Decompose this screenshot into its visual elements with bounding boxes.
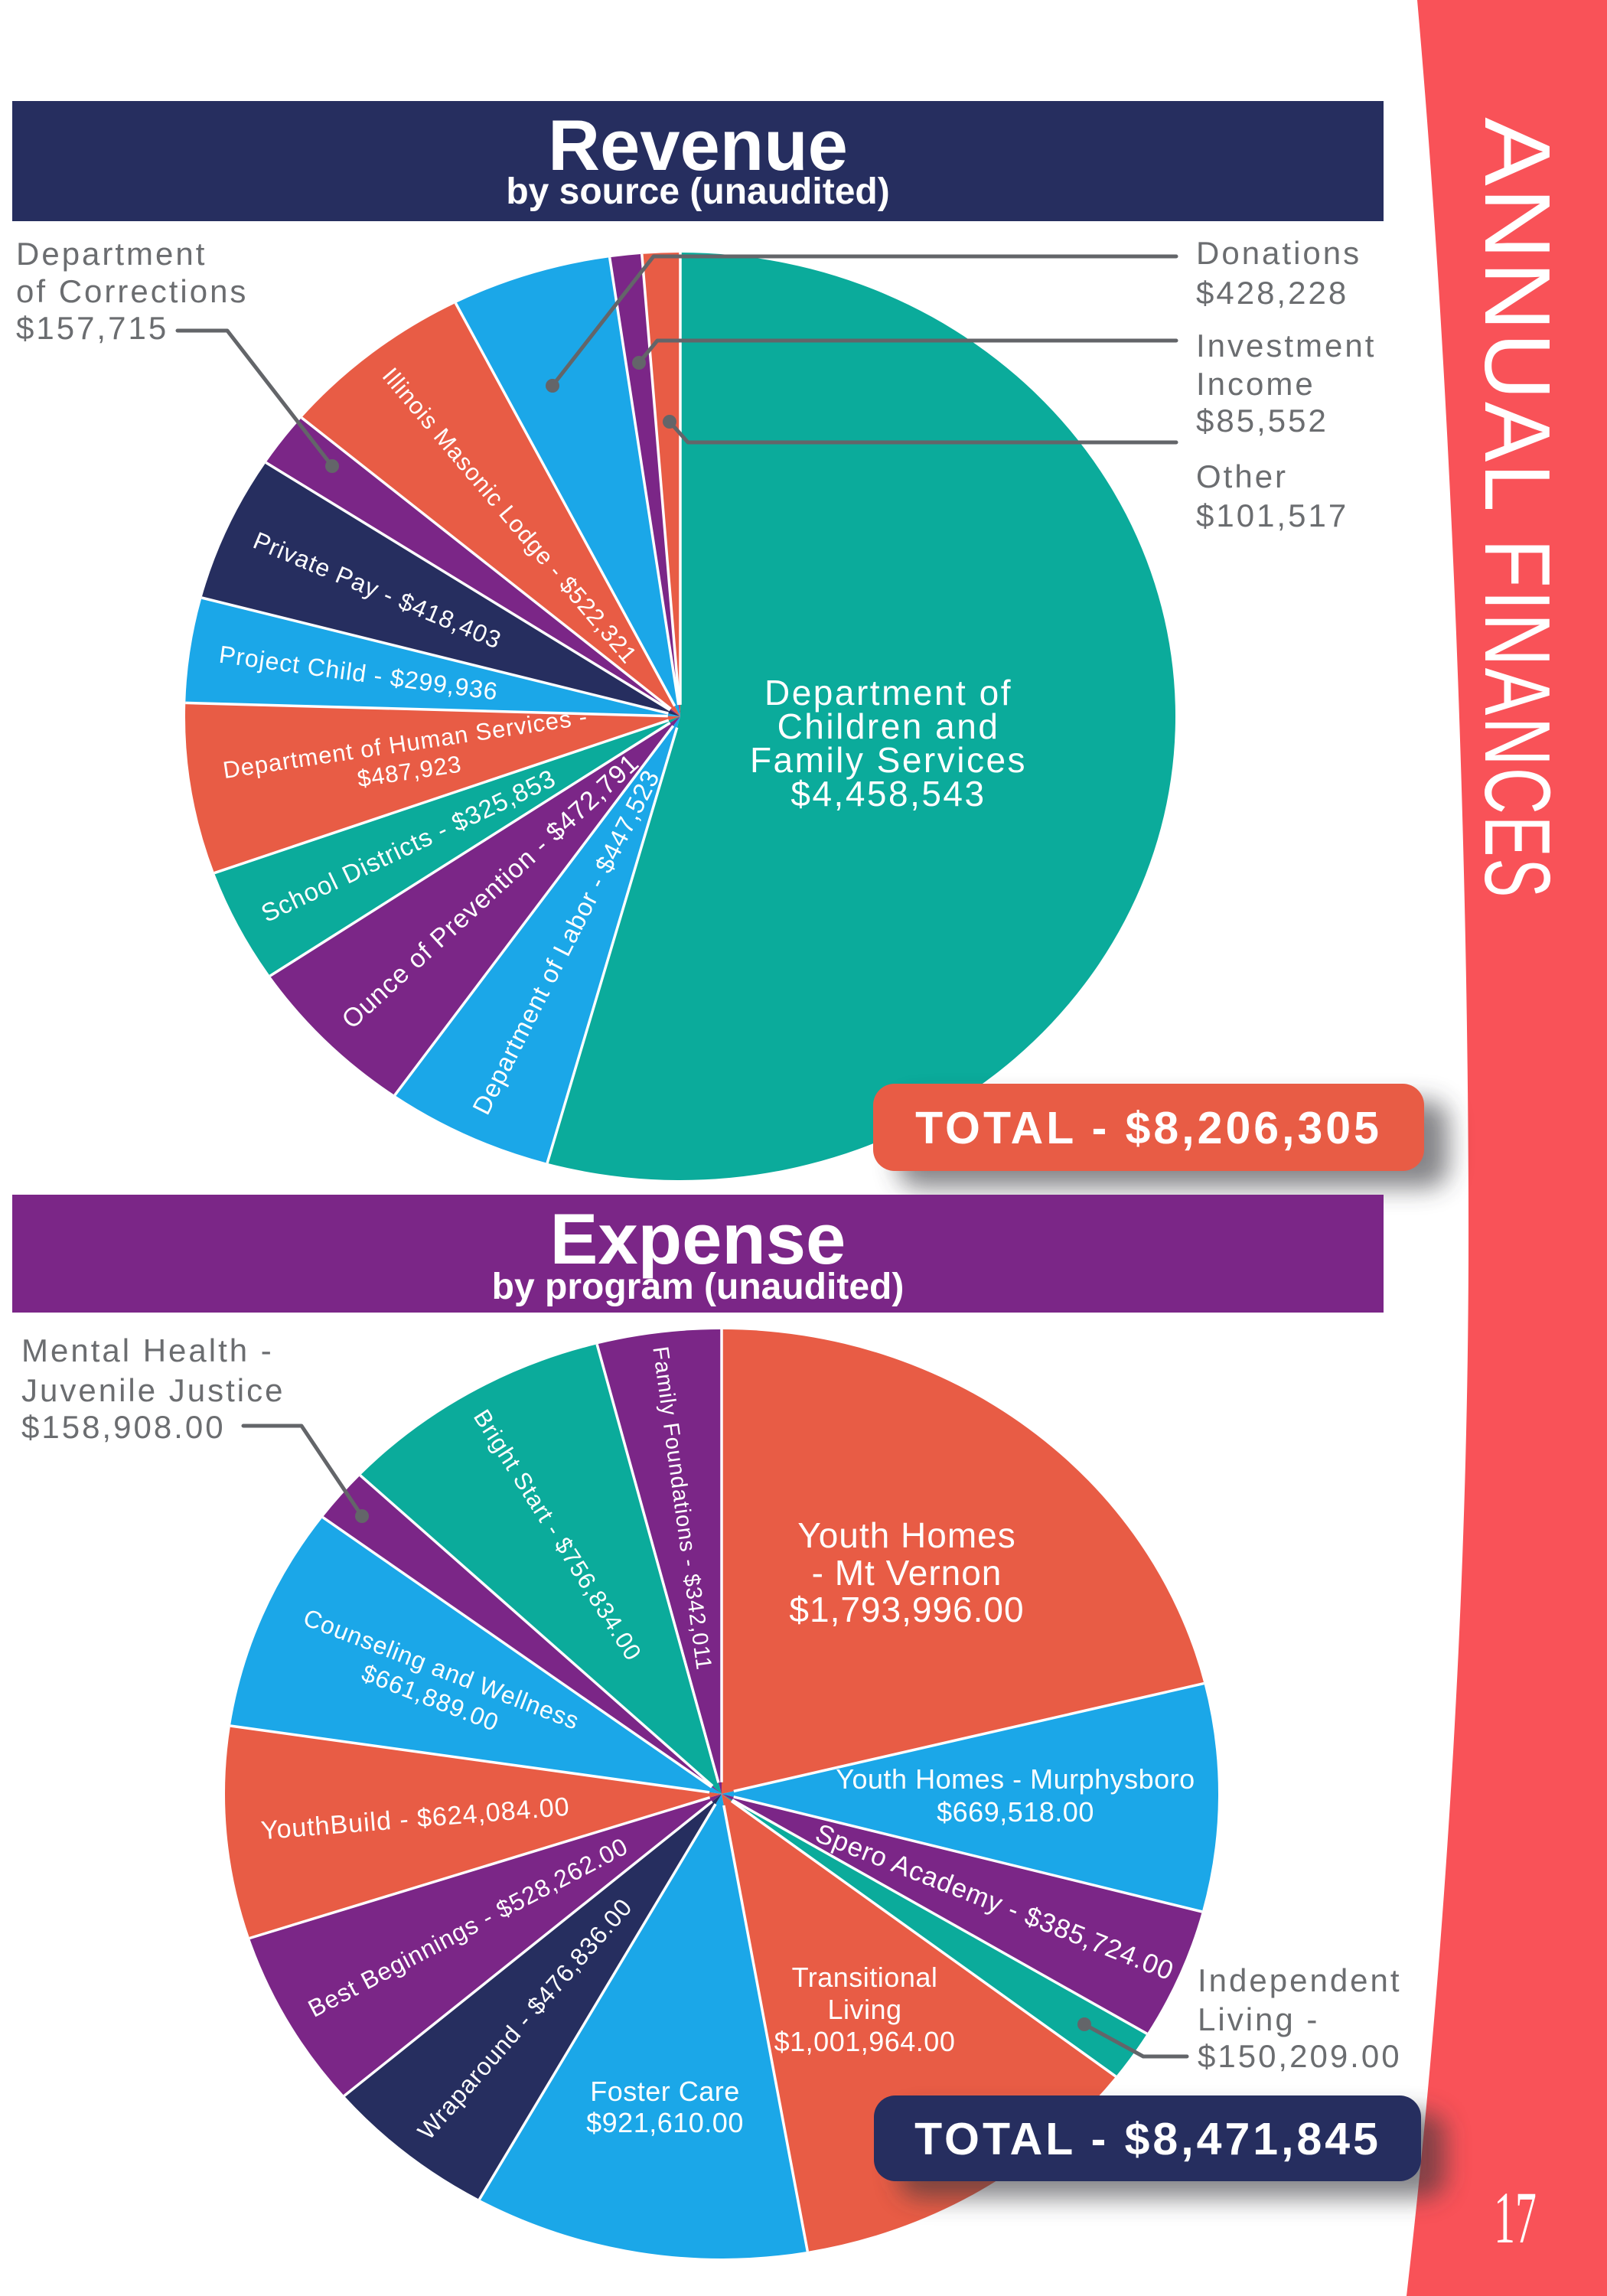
svg-text:$669,518.00: $669,518.00 <box>937 1796 1094 1828</box>
svg-text:by source (unaudited): by source (unaudited) <box>506 171 889 212</box>
svg-text:N: N <box>1465 188 1570 259</box>
svg-text:I: I <box>1465 589 1570 611</box>
svg-text:Juvenile Justice: Juvenile Justice <box>21 1372 285 1408</box>
svg-text:$157,715: $157,715 <box>16 310 168 346</box>
svg-text:by program (unaudited): by program (unaudited) <box>492 1267 905 1307</box>
svg-text:A: A <box>1465 668 1570 716</box>
svg-text:$921,610.00: $921,610.00 <box>586 2107 744 2138</box>
svg-text:N: N <box>1465 613 1569 667</box>
svg-text:F: F <box>1465 539 1569 588</box>
svg-text:$4,458,543: $4,458,543 <box>790 774 986 814</box>
svg-text:Transitional: Transitional <box>792 1962 938 1993</box>
svg-text:- Mt Vernon: - Mt Vernon <box>812 1553 1002 1593</box>
svg-text:Living -: Living - <box>1198 2001 1319 2037</box>
svg-text:N: N <box>1465 717 1570 766</box>
svg-text:Department: Department <box>16 236 207 272</box>
svg-text:Investment: Investment <box>1196 328 1376 364</box>
svg-text:U: U <box>1465 333 1570 400</box>
svg-text:C: C <box>1465 768 1569 814</box>
svg-text:N: N <box>1465 261 1569 331</box>
svg-text:$158,908.00: $158,908.00 <box>21 1409 226 1445</box>
svg-text:$428,228: $428,228 <box>1196 275 1348 311</box>
svg-text:A: A <box>1465 117 1569 186</box>
svg-text:Family Services: Family Services <box>750 740 1027 780</box>
svg-text:Mental Health -: Mental Health - <box>21 1332 274 1368</box>
svg-text:Department of: Department of <box>764 673 1012 713</box>
svg-text:Independent: Independent <box>1198 1962 1402 1998</box>
svg-text:Donations: Donations <box>1196 235 1361 271</box>
svg-text:$1,793,996.00: $1,793,996.00 <box>789 1590 1024 1629</box>
svg-text:$1,001,964.00: $1,001,964.00 <box>774 2026 956 2057</box>
svg-text:Children and: Children and <box>777 706 1000 746</box>
svg-text:Foster Care: Foster Care <box>590 2076 740 2107</box>
svg-text:Income: Income <box>1196 366 1315 402</box>
svg-text:Youth Homes: Youth Homes <box>797 1515 1015 1555</box>
svg-text:S: S <box>1465 859 1570 897</box>
svg-text:$101,517: $101,517 <box>1196 497 1348 533</box>
svg-text:Youth Homes - Murphysboro: Youth Homes - Murphysboro <box>836 1763 1195 1795</box>
svg-text:TOTAL - $8,206,305: TOTAL - $8,206,305 <box>915 1103 1382 1153</box>
svg-text:E: E <box>1465 816 1570 856</box>
svg-text:Revenue: Revenue <box>548 105 848 185</box>
svg-text:L: L <box>1465 464 1570 512</box>
svg-text:$150,209.00: $150,209.00 <box>1198 2038 1402 2074</box>
svg-text:Expense: Expense <box>550 1199 846 1279</box>
svg-text:of Corrections: of Corrections <box>16 273 248 309</box>
svg-text:TOTAL - $8,471,845: TOTAL - $8,471,845 <box>914 2114 1381 2164</box>
svg-text:$85,552: $85,552 <box>1196 403 1328 439</box>
svg-text:Other: Other <box>1196 458 1288 494</box>
svg-text:Living: Living <box>827 1994 901 2025</box>
svg-text:17: 17 <box>1494 2177 1537 2258</box>
svg-text:A: A <box>1465 402 1569 461</box>
